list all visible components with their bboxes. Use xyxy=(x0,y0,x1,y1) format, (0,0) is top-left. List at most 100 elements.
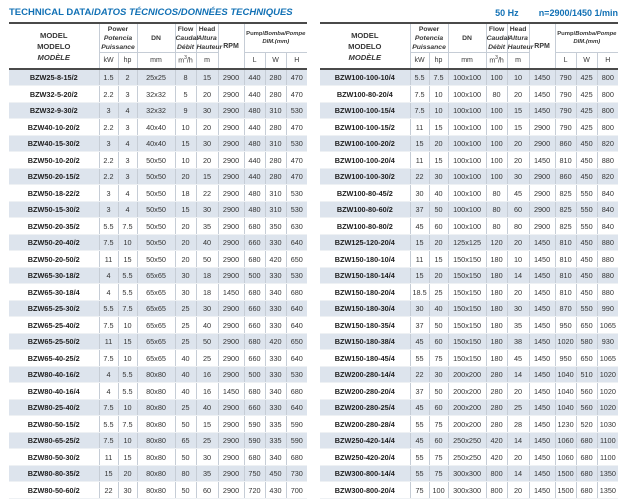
value-cell: 1030 xyxy=(597,415,619,433)
value-cell: 20 xyxy=(507,135,530,153)
value-cell: 880 xyxy=(597,250,619,268)
value-cell: 480 xyxy=(244,184,266,202)
value-cell: 200x200 xyxy=(448,366,487,384)
table-row: BZW100-80-45/2 30 40 100x100 80 45 2900 825 550 8… xyxy=(320,184,619,202)
value-cell: 50 xyxy=(429,316,449,334)
value-cell: 5.5 xyxy=(118,267,138,285)
value-cell: 15 xyxy=(429,151,449,169)
value-cell: 1500 xyxy=(555,465,577,483)
value-cell: 20 xyxy=(175,217,197,235)
value-cell: 2900 xyxy=(218,481,245,499)
value-cell: 30 xyxy=(410,184,430,202)
value-cell: 22 xyxy=(99,481,119,499)
model-cell: BZW65-25-50/2 xyxy=(9,333,100,351)
table-body-left: BZW25-8-15/2 1.5 2 25x25 8 15 2900 440 280 470 BZW… xyxy=(9,68,308,499)
value-cell: 2900 xyxy=(218,217,245,235)
value-cell: 4 xyxy=(99,267,119,285)
value-cell: 950 xyxy=(555,349,577,367)
value-cell: 50x50 xyxy=(137,151,176,169)
value-cell: 80x80 xyxy=(137,448,176,466)
table-row: BZW65-40-25/2 7.5 10 65x65 40 25 2900 660 330 640 xyxy=(9,349,308,367)
table-row: BZW80-25-40/2 7.5 10 80x80 25 40 2900 660 330 640 xyxy=(9,399,308,417)
value-cell: 640 xyxy=(286,234,308,252)
value-cell: 1450 xyxy=(529,300,556,318)
value-cell: 5.5 xyxy=(118,366,138,384)
value-cell: 65x65 xyxy=(137,283,176,301)
value-cell: 1020 xyxy=(597,366,619,384)
table-row: BZW100-100-20/4 11 15 100x100 100 20 1450 810 45… xyxy=(320,151,619,169)
value-cell: 20 xyxy=(175,168,197,186)
value-cell: 25 xyxy=(175,333,197,351)
value-cell: 810 xyxy=(555,267,577,285)
value-cell: 335 xyxy=(265,415,287,433)
value-cell: 680 xyxy=(244,448,266,466)
value-cell: 100 xyxy=(486,68,508,87)
model-cell: BZW50-18-22/2 xyxy=(9,184,100,202)
value-cell: 810 xyxy=(555,283,577,301)
value-cell: 20 xyxy=(175,250,197,268)
value-cell: 10 xyxy=(118,432,138,450)
value-cell: 75 xyxy=(429,415,449,433)
value-cell: 80x80 xyxy=(137,465,176,483)
value-cell: 22 xyxy=(196,184,219,202)
value-cell: 280 xyxy=(265,68,287,87)
value-cell: 580 xyxy=(576,333,598,351)
value-cell: 3 xyxy=(118,85,138,103)
value-cell: 10 xyxy=(118,399,138,417)
value-cell: 430 xyxy=(265,481,287,499)
value-cell: 4 xyxy=(99,382,119,400)
header-row-labels: MODEL MODELO MODÈLE Power Potencia Puiss… xyxy=(320,23,618,69)
value-cell: 30 xyxy=(196,102,219,120)
model-cell: BZW50-20-15/2 xyxy=(9,168,100,186)
value-cell: 11 xyxy=(99,250,119,268)
value-cell: 10 xyxy=(429,102,449,120)
value-cell: 7.5 xyxy=(410,102,430,120)
value-cell: 680 xyxy=(244,283,266,301)
header-row-labels: MODEL MODELO MODÈLE Power Potencia Puiss… xyxy=(9,23,307,69)
value-cell: 680 xyxy=(286,448,308,466)
value-cell: 20 xyxy=(118,465,138,483)
table-row: BZW50-20-15/2 2.2 3 50x50 20 15 2900 440 280 470 xyxy=(9,168,308,186)
value-cell: 100x100 xyxy=(448,217,487,235)
value-cell: 1450 xyxy=(529,250,556,268)
value-cell: 65 xyxy=(175,432,197,450)
unit-h: H xyxy=(597,52,619,69)
value-cell: 50 xyxy=(429,201,449,219)
value-cell: 3 xyxy=(118,151,138,169)
value-cell: 80x80 xyxy=(137,415,176,433)
model-cell: BZW200-280-28/4 xyxy=(320,415,411,433)
value-cell: 5.5 xyxy=(410,68,430,87)
value-cell: 20 xyxy=(429,135,449,153)
model-cell: BZW100-100-15/2 xyxy=(320,118,411,136)
value-cell: 330 xyxy=(265,316,287,334)
value-cell: 14 xyxy=(507,432,530,450)
value-cell: 2900 xyxy=(218,135,245,153)
value-cell: 5.5 xyxy=(118,283,138,301)
value-cell: 840 xyxy=(597,217,619,235)
value-cell: 1060 xyxy=(555,432,577,450)
model-cell: BZW50-20-50/2 xyxy=(9,250,100,268)
value-cell: 2900 xyxy=(218,234,245,252)
value-cell: 1040 xyxy=(555,382,577,400)
value-cell: 45 xyxy=(507,349,530,367)
value-cell: 15 xyxy=(196,168,219,186)
value-cell: 2900 xyxy=(218,250,245,268)
value-cell: 1450 xyxy=(529,349,556,367)
value-cell: 50x50 xyxy=(137,201,176,219)
value-cell: 680 xyxy=(286,382,308,400)
value-cell: 450 xyxy=(265,465,287,483)
model-cell: BZW200-280-25/4 xyxy=(320,399,411,417)
value-cell: 10 xyxy=(118,316,138,334)
value-cell: 80 xyxy=(486,201,508,219)
value-cell: 470 xyxy=(286,151,308,169)
unit-l: L xyxy=(244,52,266,69)
value-cell: 150x150 xyxy=(448,267,487,285)
value-cell: 820 xyxy=(597,135,619,153)
value-cell: 650 xyxy=(576,316,598,334)
value-cell: 22 xyxy=(410,366,430,384)
value-cell: 5 xyxy=(175,85,197,103)
value-cell: 660 xyxy=(244,399,266,417)
header-row-units: kW hp mm m3/h m L W H xyxy=(9,52,308,69)
value-cell: 150x150 xyxy=(448,283,487,301)
column-header-rpm: RPM xyxy=(529,23,556,69)
